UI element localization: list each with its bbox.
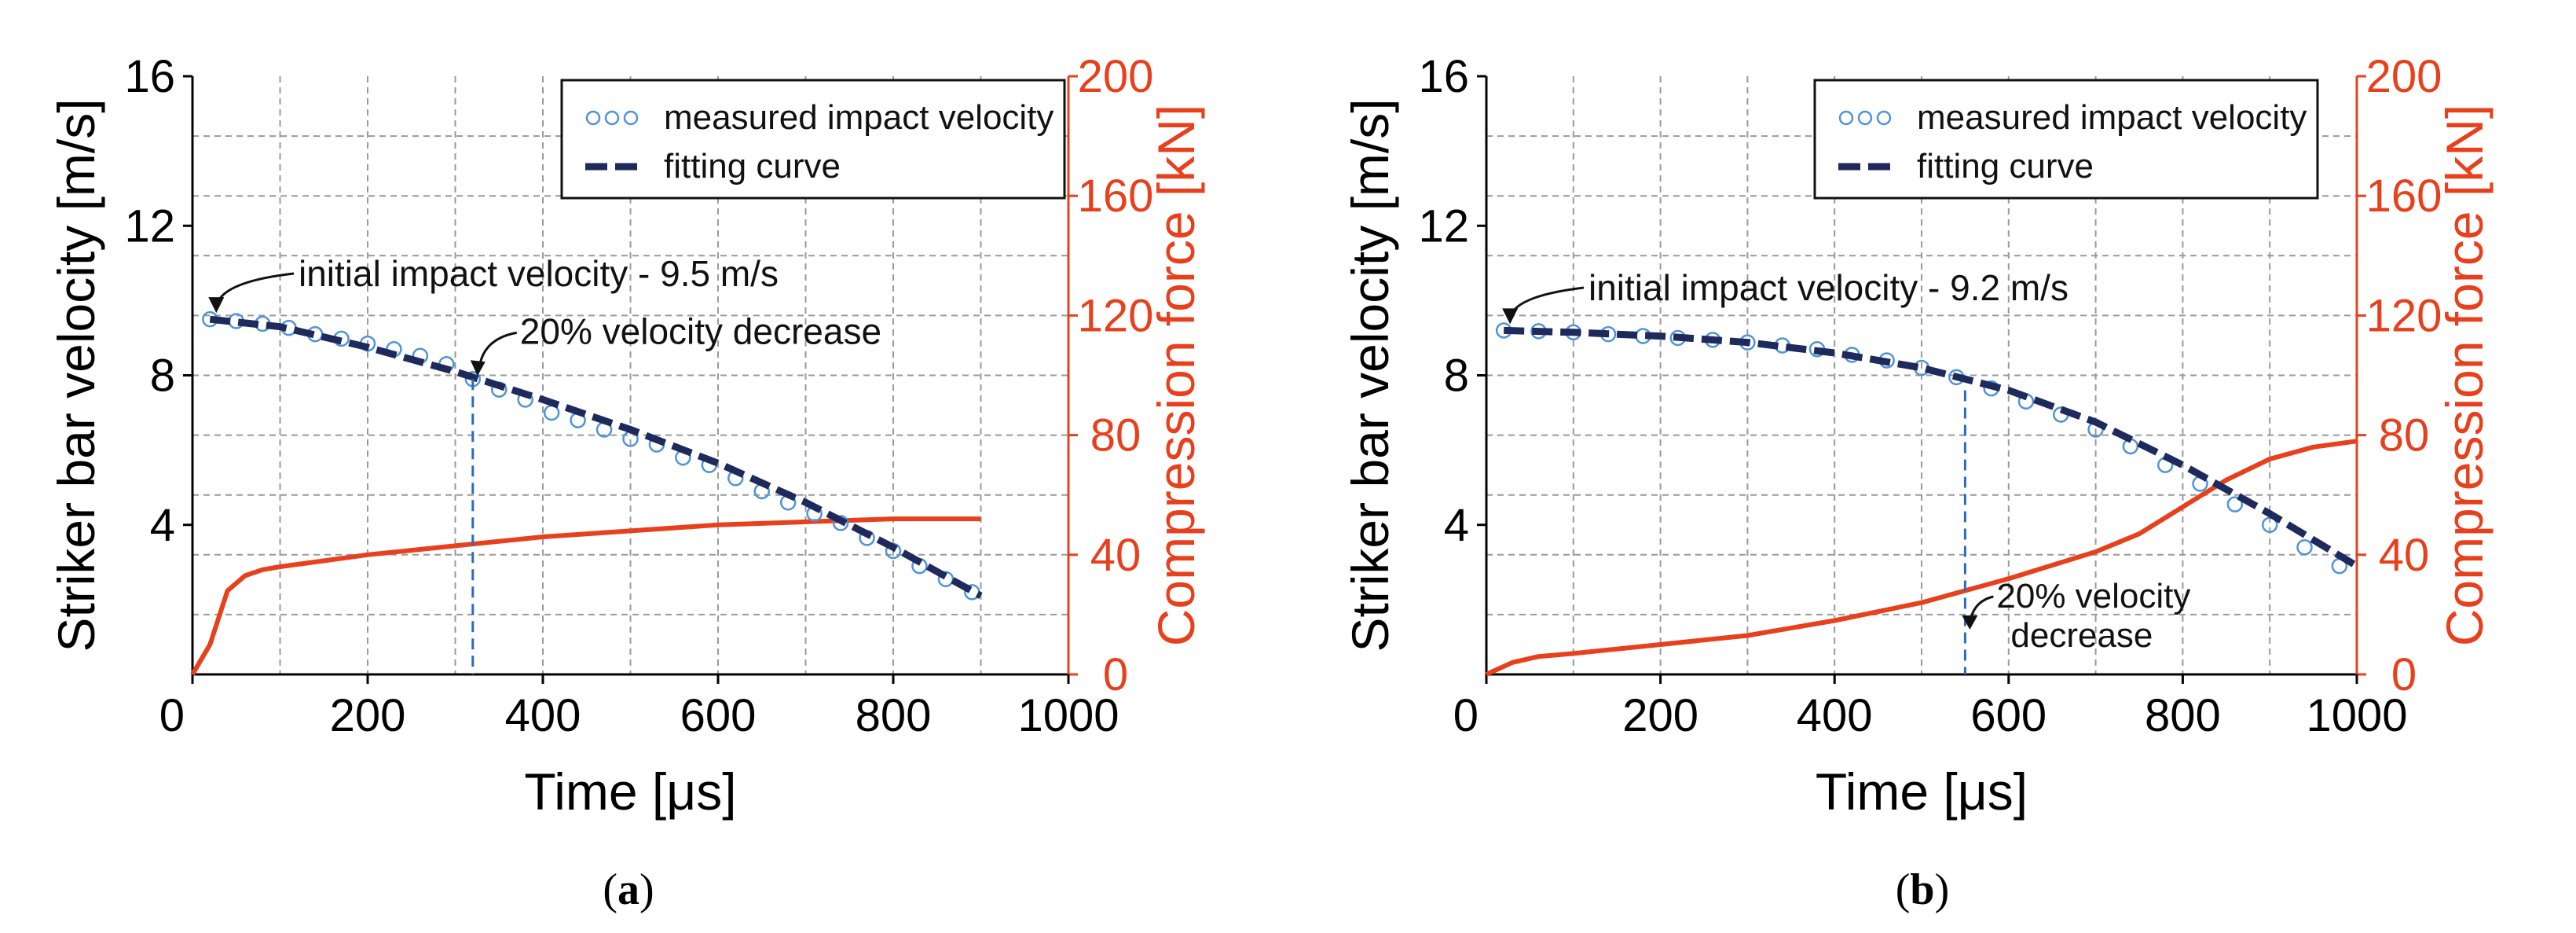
series-fitting-curve (1504, 326, 2359, 569)
legend-measured-marker (585, 110, 601, 126)
legend-fit-label: fitting curve (664, 147, 841, 185)
y2-tick-label: 40 (2379, 530, 2430, 581)
caption-letter: b (1910, 865, 1934, 914)
x-axis-label: Time [μs] (1816, 762, 2028, 821)
y2-tick-label: 160 (1078, 171, 1154, 222)
legend-measured-label: measured impact velocity (664, 98, 1053, 137)
legend-measured-marker (604, 110, 620, 126)
y2-axis-label: Compression force [kN] (1147, 105, 1205, 647)
caption-letter: a (617, 865, 639, 914)
initial-velocity-arrow (214, 272, 295, 309)
y2-tick-label: 120 (2366, 290, 2442, 341)
x-tick-label: 400 (1797, 690, 1873, 741)
legend-measured-label: measured impact velocity (1917, 98, 2307, 137)
annotation-velocity-decrease: 20% velocity (1996, 577, 2190, 615)
y-axis-label: Striker bar velocity [m/s] (1341, 98, 1399, 652)
series-fitting-curve (209, 315, 983, 600)
series-measured-impact-velocity (1495, 322, 2348, 575)
y2-tick-label: 0 (1103, 649, 1128, 700)
annotation-velocity-decrease: 20% velocity decrease (520, 310, 881, 351)
y-tick-label: 4 (150, 500, 175, 551)
decrease-arrow (478, 331, 518, 370)
caption-close-paren: ) (639, 865, 654, 914)
annotation-initial-velocity: initial impact velocity - 9.5 m/s (299, 253, 779, 294)
arrowhead-icon (470, 360, 486, 377)
panel-caption: (a) (603, 865, 654, 914)
y-tick-label: 8 (1444, 351, 1469, 402)
measured-point (2226, 496, 2244, 512)
x-tick-label: 1000 (2306, 690, 2407, 741)
y-tick-label: 12 (1418, 200, 1469, 252)
y2-axis-label: Compression force [kN] (2435, 105, 2494, 647)
x-tick-label: 200 (1622, 690, 1698, 741)
y-tick-label: 16 (124, 51, 175, 102)
y2-tick-label: 80 (1090, 410, 1141, 461)
measured-point (2296, 539, 2313, 556)
y2-tick-label: 0 (2391, 649, 2417, 700)
initial-velocity-arrow (1508, 286, 1585, 320)
measured-point (937, 571, 955, 587)
series-compression-force (190, 516, 981, 676)
x-tick-label: 600 (680, 690, 757, 741)
y2-tick-label: 160 (2366, 171, 2442, 222)
y2-tick-label: 200 (1078, 51, 1154, 102)
annotation-initial-velocity: initial impact velocity - 9.2 m/s (1588, 267, 2068, 308)
y2-tick-label: 40 (1090, 530, 1141, 581)
legend-measured-marker (623, 110, 639, 126)
y-tick-label: 16 (1418, 51, 1469, 102)
y2-tick-label: 120 (1078, 290, 1154, 341)
x-axis-label: Time [μs] (524, 762, 736, 821)
y-tick-label: 12 (124, 200, 175, 252)
arrowhead-icon (208, 297, 225, 314)
legend-measured-marker (1876, 110, 1892, 126)
series-measured-impact-velocity (202, 310, 980, 601)
y-tick-label: 4 (1444, 500, 1469, 551)
x-tick-label: 200 (330, 690, 406, 741)
legend-measured-marker (1857, 110, 1873, 126)
caption-open-paren: ( (603, 865, 617, 914)
legend-box (560, 79, 1066, 200)
legend: measured impact velocity fitting curve (560, 79, 1066, 200)
annotation-velocity-decrease-line2: decrease (2010, 616, 2153, 655)
x-tick-label: 800 (2145, 690, 2221, 741)
caption-open-paren: ( (1896, 865, 1911, 914)
arrowhead-icon (1502, 308, 1519, 325)
x-tick-label: 400 (505, 690, 581, 741)
y2-tick-label: 200 (2366, 51, 2442, 102)
legend-measured-marker (1838, 110, 1854, 126)
caption-close-paren: ) (1935, 865, 1950, 914)
x-tick-label: 0 (159, 690, 185, 741)
legend: measured impact velocity fitting curve (1813, 79, 2319, 200)
measured-point (832, 515, 849, 531)
y-tick-label: 8 (150, 351, 175, 402)
x-tick-label: 600 (1970, 690, 2047, 741)
y2-tick-label: 80 (2379, 410, 2430, 461)
x-tick-label: 800 (856, 690, 932, 741)
x-tick-label: 0 (1453, 690, 1479, 741)
y-axis-label: Striker bar velocity [m/s] (47, 98, 105, 652)
legend-fit-label: fitting curve (1917, 147, 2094, 185)
panel-caption: (b) (1896, 865, 1949, 914)
x-tick-label: 1000 (1017, 690, 1119, 741)
legend-box (1813, 79, 2319, 200)
arrowhead-icon (1962, 615, 1978, 630)
